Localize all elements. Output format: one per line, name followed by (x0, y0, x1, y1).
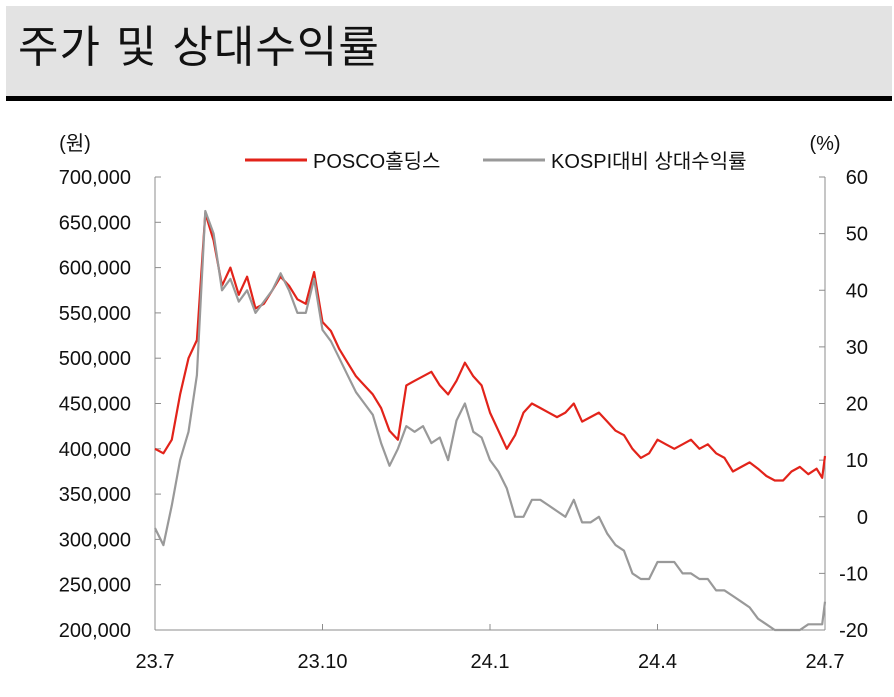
y-left-tick-label: 400,000 (59, 439, 131, 461)
x-tick-label: 23.7 (136, 651, 175, 673)
y-left-unit-label: (원) (59, 132, 91, 155)
x-tick-label: 24.4 (638, 651, 677, 673)
title-bar: 주가 및 상대수익률 (6, 6, 892, 101)
chart-series (154, 209, 827, 632)
chart-axes: 700,000 650,000 600,000 550,000 500,000 450,0… (59, 132, 868, 673)
y-right-tick-label: 10 (846, 450, 868, 472)
legend-label-1: POSCO홀딩스 (313, 150, 440, 173)
x-tick-label: 24.1 (471, 651, 510, 673)
y-right-tick-label: 40 (846, 280, 868, 302)
y-right-tick-label: -10 (839, 563, 868, 585)
x-tick-label: 24.7 (806, 651, 845, 673)
y-left-tick-label: 200,000 (59, 620, 131, 642)
series-line-1 (154, 212, 827, 482)
y-right-tick-label: 50 (846, 224, 868, 246)
y-left-tick-label: 550,000 (59, 303, 131, 325)
y-right-tick-label: 0 (857, 507, 868, 529)
y-right-tick-label: 20 (846, 394, 868, 416)
y-right-tick-label: 60 (846, 167, 868, 189)
y-right-tick-label: 30 (846, 337, 868, 359)
y-left-tick-label: 450,000 (59, 394, 131, 416)
x-tick-label: 23.10 (297, 651, 347, 673)
chart-legend: POSCO홀딩스 KOSPI대비 상대수익률 (245, 150, 747, 173)
y-right-tick-label: -20 (839, 620, 868, 642)
y-left-tick-label: 350,000 (59, 484, 131, 506)
page-title: 주가 및 상대수익률 (18, 22, 380, 73)
y-left-tick-label: 650,000 (59, 212, 131, 234)
y-left-tick-label: 300,000 (59, 529, 131, 551)
y-left-tick-label: 500,000 (59, 348, 131, 370)
y-left-tick-label: 700,000 (59, 167, 131, 189)
legend-label-2: KOSPI대비 상대수익률 (551, 150, 747, 173)
y-right-unit-label: (%) (809, 133, 840, 155)
series-line-2 (154, 209, 827, 632)
y-left-tick-label: 250,000 (59, 575, 131, 597)
y-left-tick-label: 600,000 (59, 258, 131, 280)
